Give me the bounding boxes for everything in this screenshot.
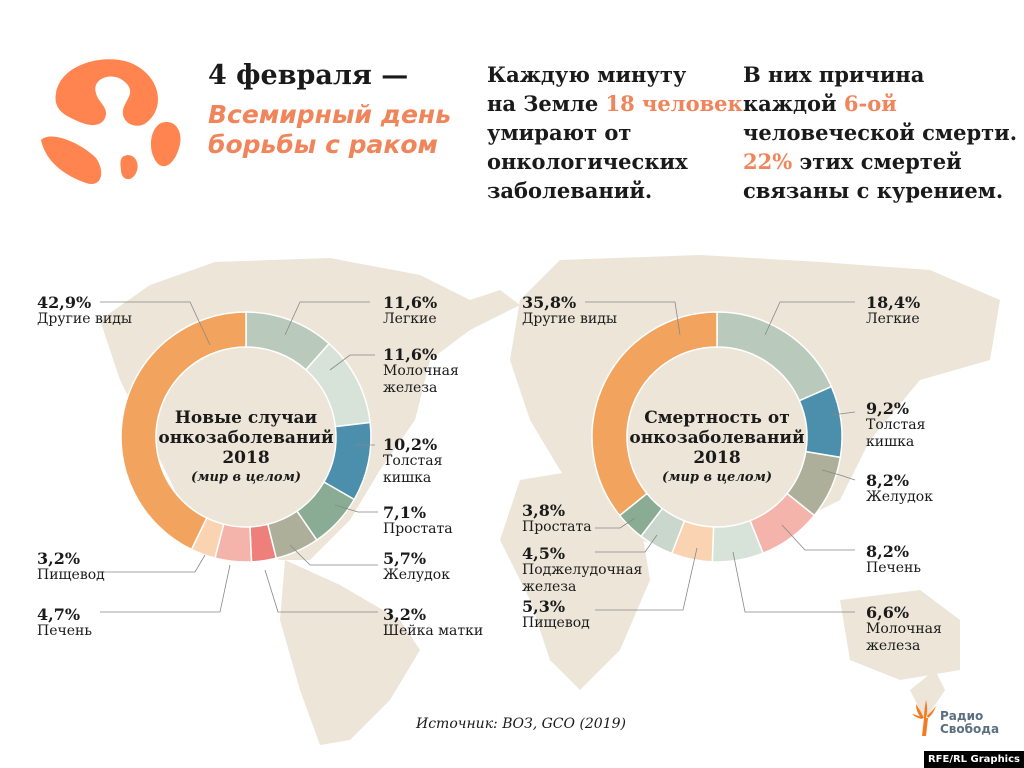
label-other: 35,8% Другие виды <box>522 293 617 327</box>
fact-line: на Земле 18 человек <box>487 89 743 118</box>
logo-line: Свобода <box>940 722 1000 736</box>
label-other: 42,9% Другие виды <box>37 293 132 327</box>
label-stomach: 5,7% Желудок <box>383 549 450 583</box>
logo-line: Радио <box>940 709 984 723</box>
credit-badge: RFE/RL Graphics <box>923 751 1024 768</box>
label-stomach: 8,2% Желудок <box>866 471 933 505</box>
label-esophagus: 3,2% Пищевод <box>37 549 105 583</box>
source-note: Источник: ВОЗ, GCO (2019) <box>416 716 626 732</box>
label-esophagus: 5,3% Пищевод <box>522 597 590 631</box>
fact-line: каждой 6-ой <box>743 89 1017 118</box>
donut-slice <box>120 311 247 551</box>
label-cervix: 3,2% Шейка матки <box>383 605 484 639</box>
fact-line: Каждую минуту <box>487 62 687 87</box>
donut-mortality-title: Смертность от онкозаболеваний 2018 (мир … <box>617 408 817 488</box>
fact-line: заболеваний. <box>487 178 653 203</box>
donut-mortality <box>591 311 843 563</box>
fact-line: человеческой смерти. <box>743 120 1018 145</box>
date-heading: 4 февраля — <box>208 60 409 91</box>
donut-new-cases-title: Новые случаи онкозаболеваний 2018 (мир в… <box>146 408 346 488</box>
leader-lines <box>100 301 856 613</box>
fact-text: каждой <box>743 91 844 116</box>
label-colon: 10,2% Толстая кишка <box>383 435 443 486</box>
label-lungs: 18,4% Легкие <box>866 293 921 327</box>
label-breast: 11,6% Молочная железа <box>383 345 459 396</box>
fact-highlight: 6-ой <box>843 91 897 116</box>
donut-slice <box>716 311 833 402</box>
fact-text: на Земле <box>487 91 606 116</box>
fact-line: 22% этих смертей <box>743 147 1017 176</box>
fact-line: связаны с курением. <box>743 178 1004 203</box>
label-lungs: 11,6% Легкие <box>383 293 438 327</box>
radio-svoboda-torch-icon <box>912 700 936 736</box>
fact-death-share: В них причина каждой 6-ой человеческой с… <box>743 60 1017 205</box>
fact-line: В них причина <box>743 62 925 87</box>
label-prostate: 7,1% Простата <box>383 503 453 537</box>
label-pancreas: 4,5% Поджелудочная железа <box>522 544 643 595</box>
fact-text: этих смертей <box>792 149 962 174</box>
chart-title: Смертность от онкозаболеваний 2018 <box>629 408 805 468</box>
fact-line: онкологических <box>487 149 688 174</box>
donut-slice <box>591 311 718 517</box>
label-prostate: 3,8% Простата <box>522 501 592 535</box>
chart-title: Новые случаи онкозаболеваний 2018 <box>158 408 334 468</box>
fact-highlight: 18 человек <box>605 91 743 116</box>
fact-deaths-per-minute: Каждую минуту на Земле 18 человек умираю… <box>487 60 743 205</box>
chart-subtitle: (мир в целом) <box>661 470 773 485</box>
fact-line: умирают от <box>487 120 632 145</box>
event-title-line: борьбы с раком <box>208 130 438 159</box>
label-breast: 6,6% Молочная железа <box>866 603 942 654</box>
donut-new-cases <box>120 311 372 563</box>
radio-svoboda-logo: Радио Свобода <box>940 710 999 736</box>
fact-highlight: 22% <box>743 149 793 174</box>
event-title: Всемирный день борьбы с раком <box>208 100 451 160</box>
chart-subtitle: (мир в целом) <box>190 470 302 485</box>
label-liver: 4,7% Печень <box>37 605 92 639</box>
event-title-line: Всемирный день <box>208 100 452 129</box>
label-liver: 8,2% Печень <box>866 542 921 576</box>
cancer-day-logo <box>41 59 181 184</box>
label-colon: 9,2% Толстая кишка <box>866 399 926 450</box>
